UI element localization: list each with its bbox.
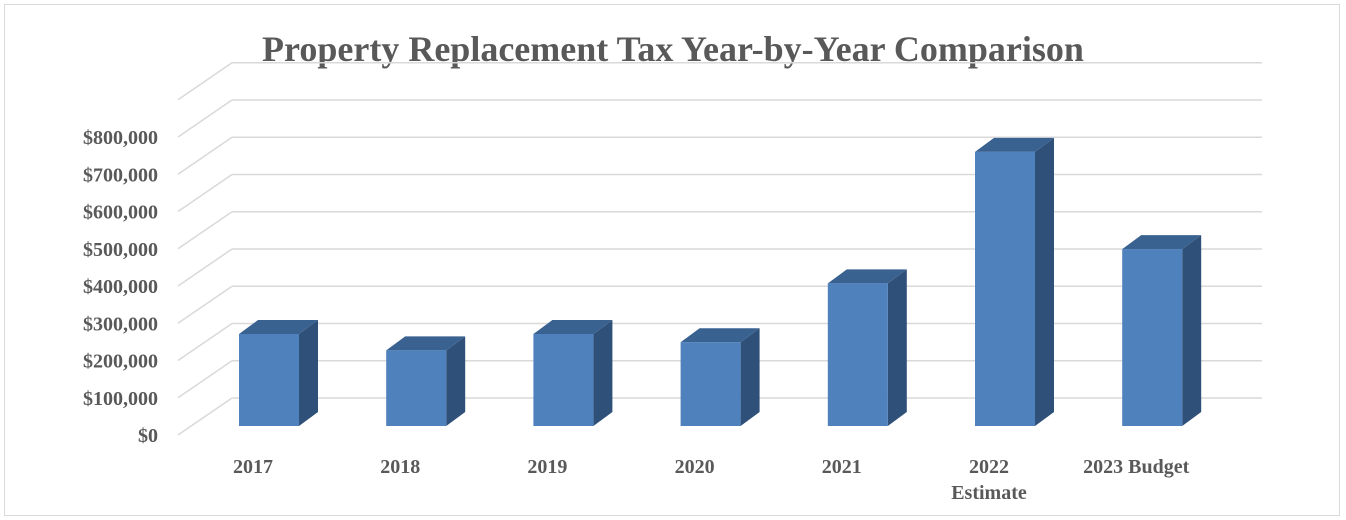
y-tick-label: $500,000 (83, 239, 158, 261)
bar (386, 336, 466, 426)
gridline (177, 136, 1262, 175)
gridline (177, 62, 1262, 101)
y-tick-label: $100,000 (83, 388, 158, 410)
bar-side (593, 319, 613, 426)
x-category-line: 2020 (675, 456, 715, 478)
bar-top (533, 319, 613, 334)
bar-side (740, 328, 760, 426)
x-category-line: 2018 (380, 456, 420, 478)
x-category-label: 2023 Budget (1083, 456, 1189, 478)
y-tick-label: $400,000 (83, 276, 158, 298)
x-category-line: 2022 (969, 456, 1009, 478)
y-tick-label: $300,000 (83, 313, 158, 335)
bars (239, 137, 1202, 426)
gridline (177, 248, 1262, 287)
bar-top (680, 328, 760, 343)
bar (827, 269, 907, 426)
bar-top (975, 137, 1054, 152)
bar-front (533, 333, 594, 426)
bar-front (239, 333, 299, 426)
gridline (177, 285, 1262, 324)
x-category-label: 2022 Estimate (951, 456, 1027, 504)
y-axis-ticks: $0 $100,000 $200,000 $300,000 $400,000 $500,0… (83, 127, 158, 447)
x-category-label: 2020 (675, 456, 715, 478)
bar (680, 328, 760, 426)
bar-side (1182, 235, 1202, 426)
y-tick-label: $200,000 (83, 351, 158, 373)
x-category-line: Estimate (951, 482, 1027, 504)
chart-frame (4, 4, 1340, 516)
bar-top (386, 336, 466, 351)
gridline (177, 99, 1262, 138)
y-tick-label: $800,000 (83, 127, 158, 149)
bar-top (827, 269, 907, 284)
x-category-label: 2018 (380, 456, 420, 478)
bar-front (386, 350, 447, 426)
x-category-label: 2021 (822, 456, 862, 478)
bar-front (975, 151, 1035, 426)
x-category-line: 2017 (233, 456, 273, 478)
gridlines (177, 62, 1262, 436)
bar-top (1122, 235, 1202, 250)
bar-front (1122, 249, 1183, 426)
bar (1122, 235, 1202, 426)
y-tick-label: $0 (138, 425, 158, 447)
bar-side (299, 319, 318, 426)
bar-front (680, 342, 741, 426)
x-category-line: 2023 Budget (1083, 456, 1189, 478)
bar-top (239, 319, 318, 334)
y-tick-label: $700,000 (83, 164, 158, 186)
bar-side (446, 336, 466, 426)
bar (533, 319, 613, 426)
gridline (177, 173, 1262, 213)
x-category-label: 2017 (233, 456, 273, 478)
gridline (177, 211, 1262, 250)
x-category-line: 2021 (822, 456, 862, 478)
x-axis-categories: 2017 2018 2019 2020 2021 2022 Estimate 2023 Bud… (233, 456, 1190, 504)
gridline (177, 322, 1262, 362)
bar-side (1035, 137, 1054, 426)
x-category-label: 2019 (527, 456, 567, 478)
bar-front (827, 283, 888, 426)
bar (239, 319, 318, 426)
bar (975, 137, 1054, 426)
y-tick-label: $600,000 (83, 202, 158, 224)
bar-side (887, 269, 907, 426)
x-category-line: 2019 (527, 456, 567, 478)
